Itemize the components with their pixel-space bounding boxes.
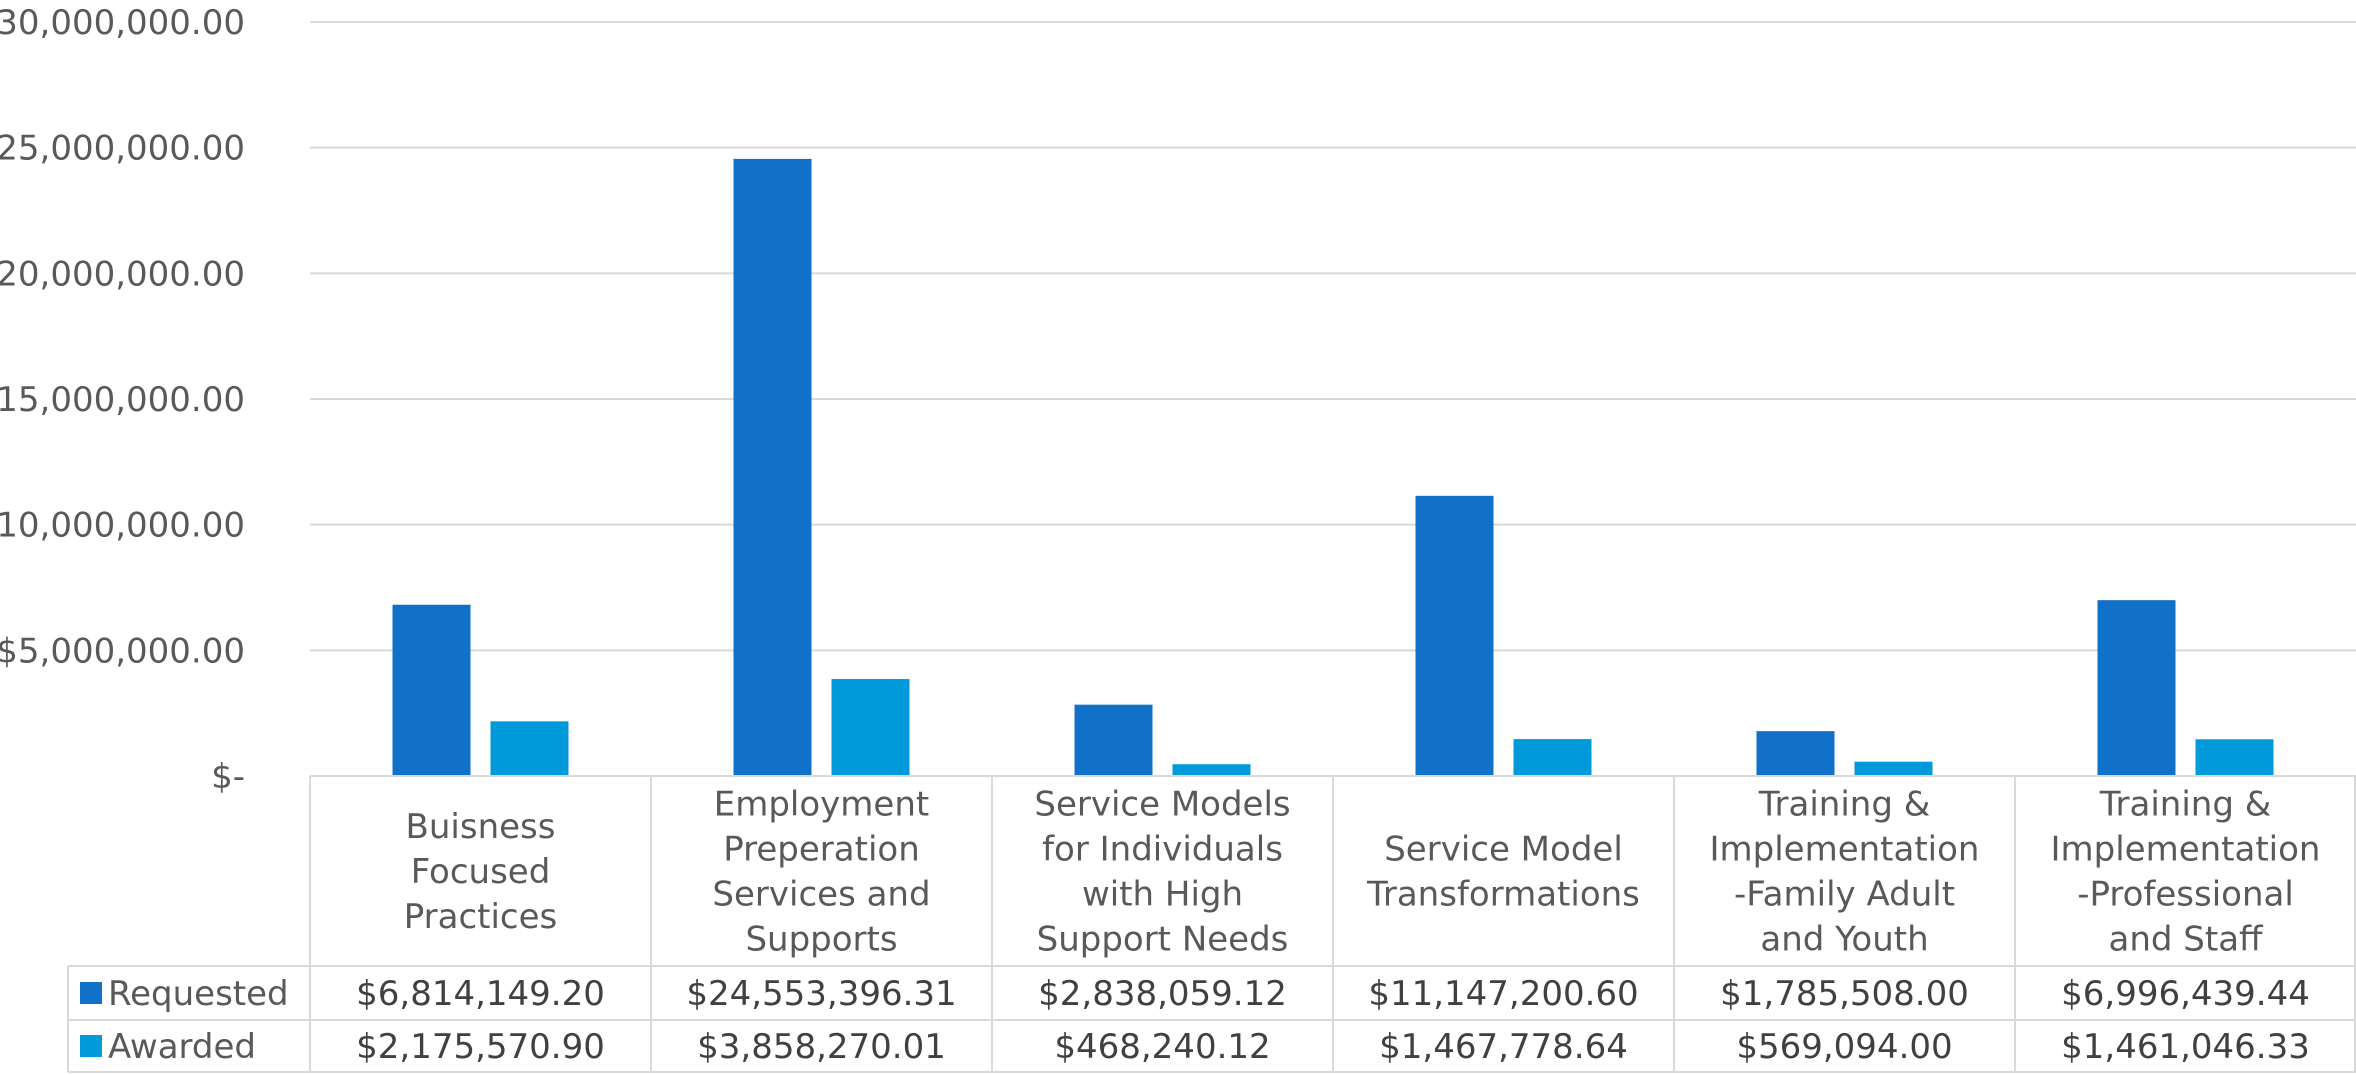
bar-requested (1074, 704, 1153, 776)
category-label-line: Supports (745, 920, 897, 960)
category-label: Training & Implementation -Family Adult and… (1710, 785, 1980, 960)
data-label-awarded: $569,094.00 (1736, 1027, 1952, 1067)
y-tick-label: $5,000,000.00 (0, 631, 245, 671)
category-label: Training & Implementation -Professional and… (2051, 785, 2321, 960)
bar-requested (1415, 495, 1494, 776)
y-tick-label: $10,000,000.00 (0, 506, 245, 546)
y-tick-label: $15,000,000.00 (0, 380, 245, 420)
category-label-line: Focused (411, 852, 551, 892)
data-table: Buisness Focused Practices Employment Preper… (67, 775, 2356, 1073)
category-label-line: Training & (2099, 785, 2271, 825)
category-label-line: -Professional (2077, 875, 2294, 915)
category-label-line: Implementation (2051, 830, 2321, 870)
bar-awarded (1172, 764, 1251, 776)
bar-awarded (831, 679, 910, 776)
category-label: Service Models for Individuals with High Su… (1034, 785, 1290, 960)
category-label-line: Support Needs (1037, 920, 1289, 960)
category-label-line: -Family Adult (1734, 875, 1955, 915)
data-label-awarded: $2,175,570.90 (356, 1027, 605, 1067)
y-axis-tick-labels: $- $5,000,000.00 $10,000,000.00 $15,000,000… (0, 3, 245, 797)
y-tick-label: $20,000,000.00 (0, 254, 245, 294)
category-label-line: Service Model (1384, 830, 1623, 870)
category-label-line: Services and (712, 875, 930, 915)
category-label-line: Service Models (1034, 785, 1290, 825)
gridlines (310, 21, 2356, 652)
bar-requested (392, 604, 471, 776)
category-label-line: and Staff (2109, 920, 2265, 960)
data-label-awarded: $468,240.12 (1054, 1027, 1270, 1067)
y-tick-label: $- (211, 757, 245, 797)
bar-awarded (490, 721, 569, 776)
data-label-awarded: $1,461,046.33 (2061, 1027, 2310, 1067)
category-label-line: for Individuals (1042, 830, 1283, 870)
data-label-requested: $2,838,059.12 (1038, 974, 1287, 1014)
category-label: Employment Preperation Services and Support… (712, 785, 930, 960)
bar-requested (1756, 731, 1835, 776)
bars (392, 158, 2274, 777)
data-label-requested: $6,814,149.20 (356, 974, 605, 1014)
data-label-awarded: $3,858,270.01 (697, 1027, 946, 1067)
category-label-line: Employment (714, 785, 929, 825)
category-label-line: Training & (1758, 785, 1930, 825)
category-label-line: Preperation (723, 830, 920, 870)
legend-key-awarded (80, 1035, 102, 1057)
data-label-requested: $1,785,508.00 (1720, 974, 1969, 1014)
category-label: Buisness Focused Practices (404, 807, 558, 937)
bar-requested (2097, 600, 2176, 776)
data-label-requested: $24,553,396.31 (686, 974, 956, 1014)
bar-awarded (1854, 761, 1933, 776)
bar-awarded (1513, 739, 1592, 776)
category-label-line: with High (1082, 875, 1243, 915)
y-tick-label: $30,000,000.00 (0, 3, 245, 43)
bar-awarded (2195, 739, 2274, 776)
legend-label-awarded: Awarded (108, 1027, 256, 1067)
category-label-line: Practices (404, 897, 558, 937)
data-label-awarded: $1,467,778.64 (1379, 1027, 1628, 1067)
legend-label-requested: Requested (108, 974, 289, 1014)
data-label-requested: $6,996,439.44 (2061, 974, 2310, 1014)
y-tick-label: $25,000,000.00 (0, 129, 245, 169)
legend-key-requested (80, 982, 102, 1004)
category-label-line: Transformations (1366, 875, 1640, 915)
category-label-line: Implementation (1710, 830, 1980, 870)
category-label-line: and Youth (1760, 920, 1928, 960)
data-label-requested: $11,147,200.60 (1368, 974, 1638, 1014)
bar-requested (733, 158, 812, 777)
category-label: Service Model Transformations (1366, 830, 1640, 915)
category-label-line: Buisness (406, 807, 556, 847)
